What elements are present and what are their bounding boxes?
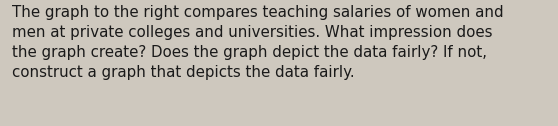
Text: The graph to the right compares teaching salaries of women and
men at private co: The graph to the right compares teaching… (12, 5, 504, 80)
